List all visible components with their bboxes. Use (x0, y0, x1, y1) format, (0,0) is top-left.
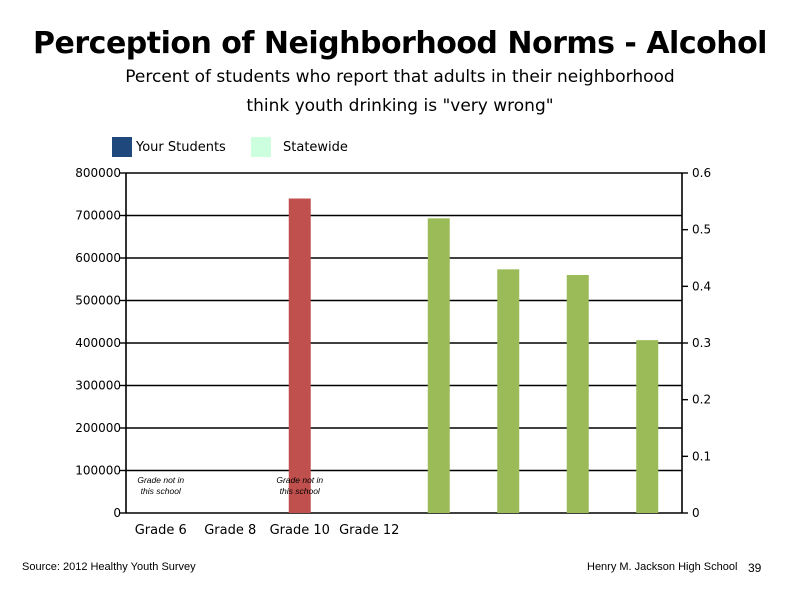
legend-swatch-your-students (112, 137, 132, 157)
annotation-grade-not-in-school: this school (280, 486, 321, 496)
left-axis-tick-label: 600000 (75, 251, 121, 265)
right-axis-tick-label: 0 (692, 506, 700, 520)
right-axis-tick-label: 0.2 (692, 393, 711, 407)
legend-item-your-students: Your Students (112, 137, 226, 157)
x-axis-category-label: Grade 10 (270, 523, 330, 538)
footer-source: Source: 2012 Healthy Youth Survey (22, 561, 196, 573)
left-axis-tick-label: 100000 (75, 464, 121, 478)
left-axis-tick-label: 0 (113, 506, 121, 520)
chart-title: Perception of Neighborhood Norms - Alcoh… (33, 26, 767, 61)
chart-subtitle-line-1: Percent of students who report that adul… (125, 67, 675, 87)
right-axis-tick-label: 0.1 (692, 449, 711, 463)
annotation-grade-not-in-school: Grade not in (276, 475, 323, 485)
left-axis-tick-label: 400000 (75, 336, 121, 350)
bar-your-students (288, 198, 311, 513)
chart-subtitle-line-2: think youth drinking is "very wrong" (246, 96, 554, 116)
x-axis-category-label: Grade 6 (135, 523, 187, 538)
legend-label-your-students: Your Students (136, 139, 226, 155)
legend-swatch-statewide (251, 137, 271, 157)
x-axis-category-label: Grade 8 (204, 523, 256, 538)
left-axis-tick-label: 700000 (75, 209, 121, 223)
bar-statewide (497, 269, 520, 513)
bar-statewide (427, 218, 450, 514)
right-axis-tick-label: 0.6 (692, 166, 711, 180)
right-axis-tick-label: 0.4 (692, 279, 711, 293)
legend-item-statewide: Statewide (251, 137, 348, 157)
bar-statewide (566, 275, 589, 513)
right-axis-tick-label: 0.3 (692, 336, 711, 350)
left-axis-tick-label: 800000 (75, 166, 121, 180)
page-number: 39 (748, 561, 762, 575)
x-axis-category-label: Grade 12 (339, 523, 399, 538)
annotation-grade-not-in-school: this school (141, 486, 182, 496)
left-axis-tick-label: 200000 (75, 421, 121, 435)
footer-school-name: Henry M. Jackson High School (587, 561, 738, 573)
annotation-grade-not-in-school: Grade not in (137, 475, 184, 485)
bar-statewide (636, 340, 659, 513)
left-axis-tick-label: 300000 (75, 379, 121, 393)
legend-label-statewide: Statewide (283, 139, 348, 155)
right-axis-tick-label: 0.5 (692, 223, 711, 237)
left-axis-tick-label: 500000 (75, 294, 121, 308)
